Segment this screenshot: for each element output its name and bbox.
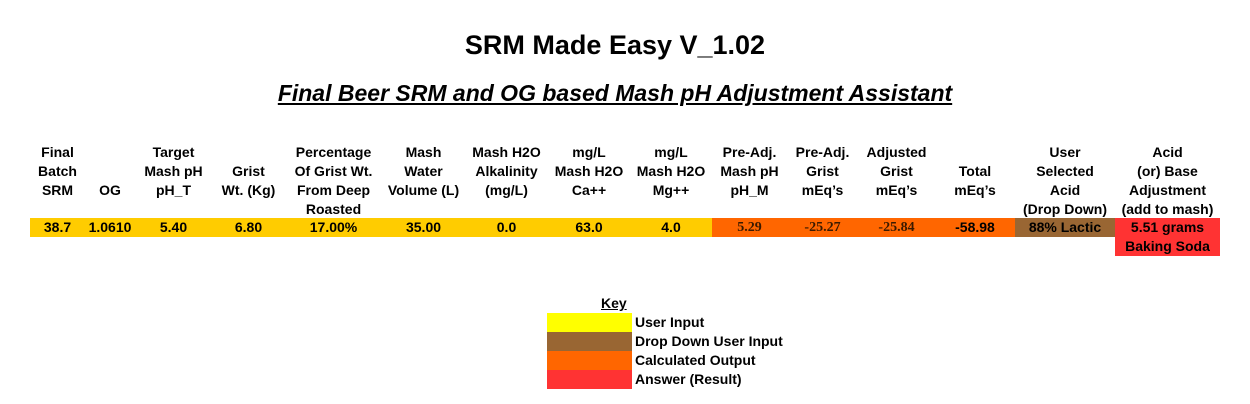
key-label: Answer (Result) <box>635 371 742 387</box>
cell-fill <box>85 218 135 237</box>
header-text: Target <box>152 144 195 160</box>
header-text: mEq’s <box>875 182 918 198</box>
key-label: User Input <box>635 314 705 330</box>
header-text: Final <box>41 144 74 160</box>
header-text: (or) Base <box>1137 163 1198 179</box>
header-text: Percentage <box>295 144 372 160</box>
cell-fill <box>30 218 85 237</box>
cell-fill <box>1015 218 1115 237</box>
header-text: Grist <box>232 163 265 179</box>
cell-text: 63.0 <box>575 219 603 235</box>
header-text: Mash H2O <box>472 144 541 160</box>
key-swatch <box>547 332 632 351</box>
header-text: Acid <box>1152 144 1183 160</box>
header-text: OG <box>99 182 121 198</box>
header-text: Mg++ <box>652 182 690 198</box>
key-swatch <box>547 351 632 370</box>
header-text: Pre-Adj. <box>722 144 777 160</box>
cell-fill <box>212 218 285 237</box>
cell-fill <box>465 218 548 237</box>
header-text: Adjustment <box>1129 182 1206 198</box>
cell-fill <box>935 218 1015 237</box>
header-text: Mash <box>405 144 442 160</box>
cell-fill <box>630 218 712 237</box>
cell-text: 6.80 <box>234 219 263 235</box>
header-text: mEq’s <box>954 182 996 198</box>
cell-fill <box>1115 218 1220 256</box>
header-text: Roasted <box>305 201 362 217</box>
cell-fill <box>787 218 858 237</box>
header-text: pH_M <box>730 182 769 198</box>
header-text: Adjusted <box>866 144 927 160</box>
title: SRM Made Easy V_1.02 <box>464 30 766 60</box>
cell-text: 5.29 <box>737 220 762 235</box>
cell-text: 17.00% <box>309 219 358 235</box>
cell-fill <box>712 218 787 237</box>
header-text: Ca++ <box>571 182 607 198</box>
cell-text: -25.27 <box>804 220 841 235</box>
cell-text: 0.0 <box>496 219 517 235</box>
cell-fill <box>382 218 465 237</box>
cell-fill <box>285 218 382 237</box>
header-text: (mg/L) <box>485 182 528 198</box>
key-swatch <box>547 313 632 332</box>
key-label: Drop Down User Input <box>635 333 783 349</box>
cell-fill <box>858 218 935 237</box>
cell-text: 35.00 <box>405 219 442 235</box>
header-text: (add to mash) <box>1121 201 1214 217</box>
header-text: Batch <box>38 163 77 179</box>
cell-text: 5.40 <box>159 219 188 235</box>
header-text: Mash pH <box>720 163 779 179</box>
header-text: User <box>1049 144 1081 160</box>
header-text: Selected <box>1036 163 1094 179</box>
header-text: Total <box>958 163 992 179</box>
cell-text: 4.0 <box>661 219 681 235</box>
header-text: Wt. (Kg) <box>221 182 276 198</box>
header-text: SRM <box>41 182 74 198</box>
header-text: Grist <box>880 163 913 179</box>
cell-text: -58.98 <box>955 219 995 235</box>
cell-fill <box>135 218 212 237</box>
header-text: Acid <box>1049 182 1081 198</box>
cell-text: -25.84 <box>878 220 915 235</box>
header-text: Mash H2O <box>636 163 706 179</box>
cell-text: 1.0610 <box>88 219 132 235</box>
header-text: pH_T <box>156 182 191 198</box>
key-title: Key <box>601 295 627 311</box>
cell-text: 88% Lactic <box>1028 219 1102 235</box>
header-text: From Deep <box>296 182 371 198</box>
header-text: Pre-Adj. <box>795 144 850 160</box>
header-text: Mash H2O <box>554 163 624 179</box>
header-text: Volume (L) <box>387 182 460 198</box>
key-label: Calculated Output <box>635 352 756 368</box>
header-text: Alkalinity <box>475 163 538 179</box>
cell-text: Baking Soda <box>1125 238 1210 254</box>
header-text: mEq’s <box>801 182 844 198</box>
header-text: (Drop Down) <box>1023 201 1107 217</box>
cell-fill <box>548 218 630 237</box>
cell-text: 5.51 grams <box>1130 219 1205 235</box>
header-text: mg/L <box>654 144 688 160</box>
header-text: Water <box>404 163 443 179</box>
subtitle: Final Beer SRM and OG based Mash pH Adju… <box>277 80 953 106</box>
header-text: Mash pH <box>144 163 203 179</box>
header-text: mg/L <box>572 144 606 160</box>
key-swatch <box>547 370 632 389</box>
cell-text: 38.7 <box>43 219 72 235</box>
header-text: Grist <box>806 163 839 179</box>
header-text: Of Grist Wt. <box>294 163 373 179</box>
